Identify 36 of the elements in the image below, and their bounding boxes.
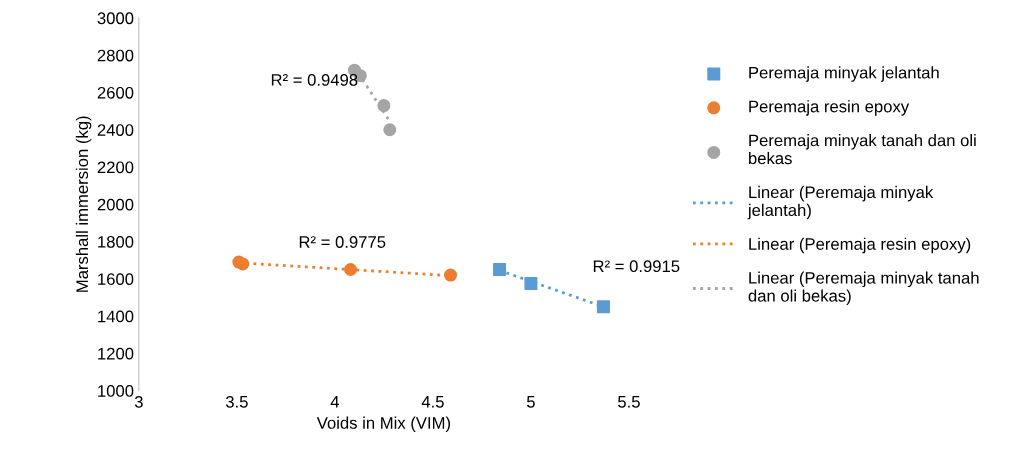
point [344, 263, 358, 277]
y-axis-title: Marshall immersion (kg) [75, 116, 92, 292]
y-tick-label: 2800 [97, 49, 134, 62]
point [444, 268, 458, 282]
legend-label: Peremaja resin epoxy [749, 100, 910, 116]
point [383, 123, 397, 137]
x-axis-title: Voids in Mix (VIM) [316, 416, 451, 433]
x-tick-label: 3 [134, 395, 143, 408]
y-tick-label: 1400 [98, 310, 134, 323]
y-tick-label: 1600 [98, 273, 134, 286]
y-tick-label: 3000 [97, 12, 134, 25]
y-tick-label: 2200 [97, 161, 134, 174]
legend-label: Peremaja minyak jelantah [749, 66, 939, 82]
annotation: R² = 0.9915 [593, 260, 680, 273]
x-tick-label: 5.5 [618, 396, 640, 408]
legend-label: Linear (Peremaja minyak jelantah) [747, 185, 934, 220]
y-tick-label: 1000 [98, 385, 134, 397]
y-tick-label: 1200 [98, 347, 134, 360]
annotation: R² = 0.9498 [271, 73, 358, 86]
y-tick-label: 2000 [97, 198, 134, 211]
x-tick-label: 3.5 [225, 395, 248, 408]
point [377, 99, 391, 113]
point [524, 276, 538, 290]
y-tick-label: 1800 [98, 235, 134, 248]
x-tick-label: 4 [330, 396, 340, 408]
y-tick-label: 2400 [97, 124, 134, 136]
legend-label: Linear (Peremaja minyak tanah dan oli bekas) [748, 271, 979, 306]
legend-label: Linear (Peremaja resin epoxy) [749, 237, 971, 254]
annotation: R² = 0.9775 [299, 236, 386, 248]
point [596, 300, 610, 314]
x-tick-label: 5 [526, 396, 535, 408]
x-tick-label: 4.5 [421, 396, 444, 408]
legend-label: Peremaja minyak tanah dan oli bekas [749, 134, 976, 165]
y-tick-label: 2600 [97, 86, 134, 99]
point [493, 263, 507, 277]
point [236, 257, 250, 271]
